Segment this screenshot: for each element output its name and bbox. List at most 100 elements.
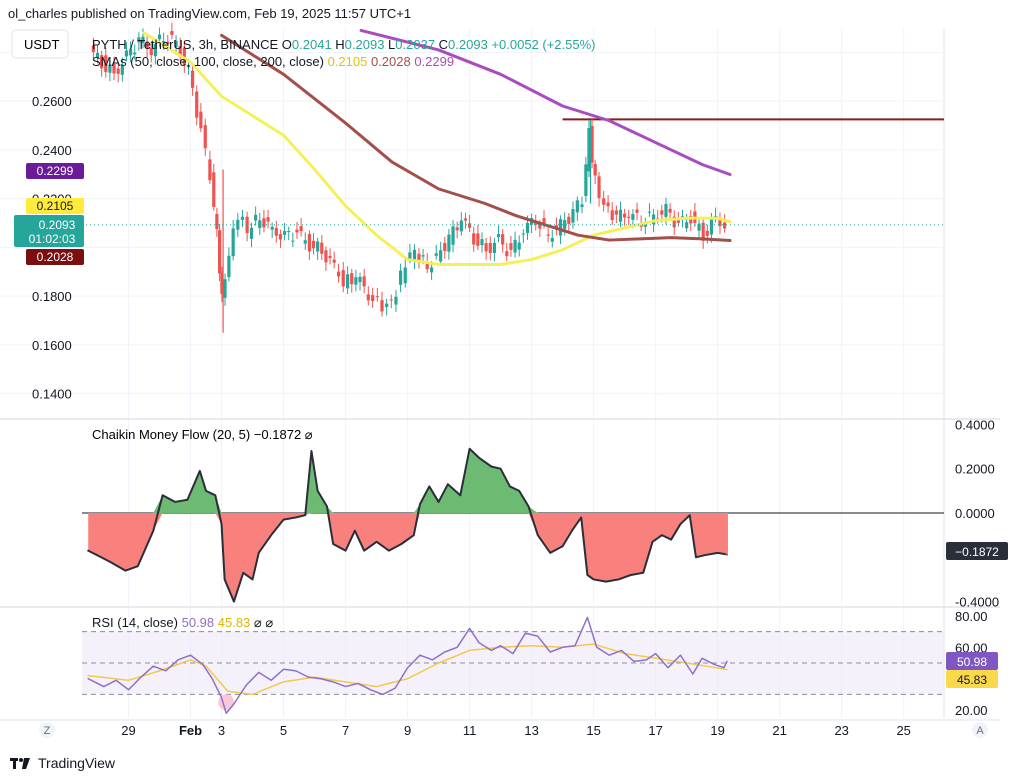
candle-body bbox=[104, 55, 108, 72]
candle-body bbox=[584, 164, 588, 196]
candle-body bbox=[149, 47, 153, 56]
candle-body bbox=[496, 234, 501, 238]
candle-body bbox=[623, 213, 627, 218]
sma50-line bbox=[142, 31, 732, 266]
time-axis-tick: 13 bbox=[524, 723, 538, 738]
candle-body bbox=[316, 241, 320, 252]
candle-body bbox=[660, 210, 664, 215]
candle-body bbox=[546, 234, 550, 236]
rsi-line bbox=[87, 616, 728, 715]
price-axis-tick: 0.2400 bbox=[32, 143, 72, 158]
candle-body bbox=[425, 261, 429, 270]
time-axis-tick: 9 bbox=[404, 723, 411, 738]
candle-body bbox=[320, 242, 324, 254]
rsi-value-tag: 50.98 bbox=[957, 655, 987, 669]
candle-body bbox=[358, 276, 362, 283]
candle-body bbox=[463, 218, 468, 221]
candle-body bbox=[266, 217, 270, 222]
candle-body bbox=[676, 220, 680, 223]
candle-body bbox=[451, 226, 455, 245]
price-tag-sma50-bg bbox=[26, 198, 84, 214]
time-axis-tick: 25 bbox=[896, 723, 910, 738]
candle-body bbox=[95, 52, 100, 58]
candle-body bbox=[509, 243, 513, 250]
candle-body bbox=[398, 270, 403, 285]
candle-body bbox=[299, 226, 303, 231]
rsi-header: RSI (14, close) 50.98 45.83 ⌀ ⌀ bbox=[92, 615, 273, 630]
candle-body bbox=[505, 251, 509, 257]
candle-body bbox=[141, 36, 145, 44]
candle-body bbox=[346, 274, 350, 289]
candle-body bbox=[447, 234, 451, 252]
currency-button bbox=[11, 29, 69, 59]
candle-body bbox=[249, 227, 254, 239]
candle-body bbox=[174, 40, 178, 48]
candle-body bbox=[550, 237, 554, 242]
candle-body bbox=[443, 242, 447, 251]
candle-body bbox=[476, 233, 480, 246]
candle-body bbox=[231, 228, 235, 257]
candle-body bbox=[182, 48, 186, 65]
candle-body bbox=[220, 272, 224, 294]
candle-body bbox=[602, 198, 606, 205]
candle-body bbox=[100, 55, 104, 69]
tradingview-logo[interactable]: TradingView bbox=[10, 755, 115, 771]
candle-body bbox=[517, 242, 521, 250]
rsi-ma-tag: 45.83 bbox=[957, 673, 987, 687]
candle-body bbox=[563, 220, 567, 230]
candle-body bbox=[190, 70, 195, 88]
candle-body bbox=[590, 125, 594, 163]
time-axis-tick: 23 bbox=[834, 723, 848, 738]
sma100-line bbox=[220, 33, 732, 243]
candle-body bbox=[350, 273, 354, 285]
candle-body bbox=[580, 204, 584, 208]
time-axis-tick: 15 bbox=[586, 723, 600, 738]
rsi-axis-tick: 20.00 bbox=[955, 703, 988, 718]
candle-body bbox=[701, 222, 705, 241]
rsi-axis-tick: 80.00 bbox=[955, 609, 988, 624]
candle-body bbox=[145, 41, 149, 49]
price-tag-countdown: 01:02:03 bbox=[29, 232, 76, 246]
candle-body bbox=[597, 176, 601, 199]
time-axis-tick: 17 bbox=[648, 723, 662, 738]
candle-body bbox=[394, 296, 398, 305]
candle-body bbox=[116, 68, 120, 74]
candle-body bbox=[705, 230, 709, 236]
cmf-negative-area bbox=[88, 513, 727, 602]
candle-body bbox=[199, 111, 203, 129]
candle-body bbox=[227, 255, 231, 278]
candle-body bbox=[295, 229, 299, 233]
price-axis-tick: 0.1600 bbox=[32, 338, 72, 353]
candle-body bbox=[575, 200, 579, 213]
candle-body bbox=[215, 213, 219, 230]
candle-body bbox=[606, 202, 610, 207]
candle-body bbox=[421, 255, 425, 257]
candle-body bbox=[341, 270, 345, 287]
candle-body bbox=[157, 34, 162, 40]
candle-body bbox=[651, 214, 656, 225]
candle-body bbox=[195, 91, 199, 118]
time-axis-tick: 7 bbox=[342, 723, 349, 738]
candle-body bbox=[389, 299, 393, 301]
price-tag-sma100: 0.2028 bbox=[37, 250, 74, 264]
candle-body bbox=[112, 64, 116, 74]
candle-body bbox=[538, 224, 542, 229]
symbol-header: PYTH / TetherUS, 3h, BINANCE O0.2041 H0.… bbox=[92, 37, 596, 52]
price-tag-sma50: 0.2105 bbox=[37, 199, 74, 213]
candle-body bbox=[647, 211, 652, 213]
candle-body bbox=[417, 253, 421, 261]
candle-body bbox=[459, 220, 463, 232]
time-axis-tick: 5 bbox=[280, 723, 287, 738]
cmf-axis-tick: 0.0000 bbox=[955, 506, 995, 521]
candle-body bbox=[162, 41, 166, 46]
candle-body bbox=[291, 240, 295, 242]
tradingview-logo-text: TradingView bbox=[38, 755, 116, 771]
candle-body bbox=[593, 163, 597, 176]
candle-body bbox=[697, 223, 701, 231]
cmf-line bbox=[87, 447, 728, 603]
candle-body bbox=[287, 231, 291, 233]
candle-body bbox=[332, 259, 336, 263]
candle-body bbox=[124, 50, 129, 57]
currency-button-label: USDT bbox=[24, 37, 59, 52]
